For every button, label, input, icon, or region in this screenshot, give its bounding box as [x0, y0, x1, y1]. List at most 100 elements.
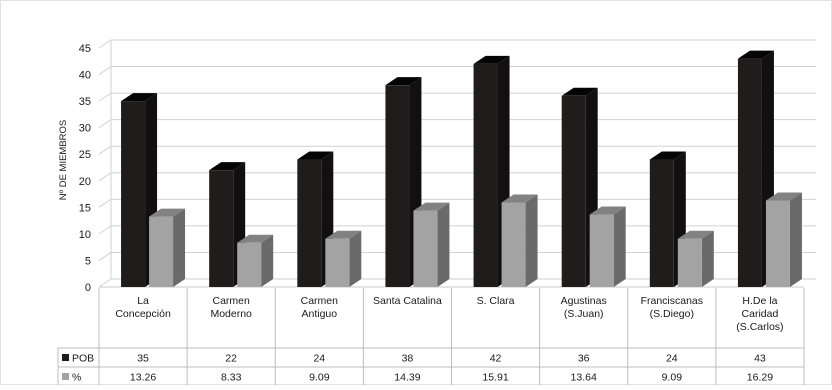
y-axis-label: Nº DE MIEMBROS — [58, 120, 69, 201]
y-tick-label: 30 — [79, 123, 91, 135]
bar — [765, 200, 790, 287]
bar-top — [149, 208, 186, 217]
legend-label: % — [72, 372, 81, 384]
bar — [649, 159, 674, 287]
bar-top — [413, 202, 450, 211]
bar — [121, 101, 146, 287]
bar-side — [613, 206, 626, 287]
category-label: (S.Diego) — [650, 308, 694, 320]
gridline-side — [98, 172, 112, 182]
bar-top — [385, 77, 422, 86]
bar-top — [765, 192, 802, 201]
bar-side — [437, 202, 450, 287]
bar — [737, 58, 762, 287]
category-label: Caridad — [742, 308, 779, 320]
gridline-side — [98, 66, 112, 75]
bar-side — [789, 192, 802, 287]
bar — [501, 202, 526, 287]
y-tick-label: 0 — [85, 282, 91, 294]
bar — [561, 95, 586, 287]
y-tick-label: 5 — [85, 255, 91, 267]
gridline-side — [98, 145, 112, 155]
bar-top — [209, 162, 246, 171]
bar-side — [173, 208, 186, 287]
data-label: 24 — [666, 353, 678, 365]
data-label: 42 — [490, 353, 502, 365]
category-label: Carmen — [301, 295, 339, 307]
data-label: 16.29 — [747, 372, 773, 384]
bar — [385, 85, 410, 287]
category-label: Concepción — [115, 308, 171, 320]
data-label: 9.09 — [662, 372, 683, 384]
bar-top — [649, 151, 686, 160]
gridline-side — [98, 92, 112, 102]
data-label: 9.09 — [309, 372, 330, 384]
gridline-side — [98, 252, 112, 261]
legend-swatch — [62, 373, 69, 380]
data-label: 35 — [137, 353, 149, 365]
bar-top — [501, 194, 538, 203]
category-label: Santa Catalina — [373, 295, 442, 307]
data-label: 15.91 — [482, 372, 508, 384]
category-label: Franciscanas — [641, 295, 703, 307]
bar-top — [297, 151, 334, 160]
bar — [209, 170, 234, 287]
y-tick-label: 40 — [79, 70, 91, 82]
category-label: H.De la — [742, 295, 777, 307]
bar-top — [737, 50, 774, 59]
bar — [297, 159, 322, 287]
bar — [149, 216, 174, 287]
bar-side — [701, 230, 714, 287]
y-tick-label: 45 — [79, 43, 91, 55]
y-tick-label: 25 — [79, 149, 91, 161]
data-label: 38 — [402, 353, 414, 365]
bar — [473, 63, 498, 287]
data-label: 43 — [754, 353, 766, 365]
category-label: Antiguo — [302, 308, 338, 320]
y-axis: 0 5 10 15 20 25 30 35 40 45 — [79, 43, 91, 294]
bar-top — [325, 230, 362, 239]
data-label: 22 — [225, 353, 237, 365]
bar-top — [677, 230, 714, 239]
gridline-side — [98, 119, 112, 129]
category-label: (S.Carlos) — [736, 321, 783, 333]
y-tick-label: 35 — [79, 96, 91, 108]
y-tick-label: 15 — [79, 202, 91, 214]
gridline-side — [98, 198, 112, 208]
gridline-side — [98, 278, 112, 288]
bar-top — [237, 234, 274, 243]
category-label: S. Clara — [477, 295, 515, 307]
bar — [677, 238, 702, 287]
bar — [589, 214, 614, 287]
data-label: 24 — [313, 353, 325, 365]
category-label: Agustinas — [561, 295, 607, 307]
category-label: (S.Juan) — [564, 308, 604, 320]
category-label: La — [137, 295, 149, 307]
bar-top — [589, 206, 626, 215]
legend-swatch — [62, 354, 69, 361]
data-label: 13.26 — [130, 372, 156, 384]
y-tick-label: 10 — [79, 229, 91, 241]
legend-label: POB — [72, 353, 94, 365]
data-label: 36 — [578, 353, 590, 365]
category-label: Moderno — [210, 308, 252, 320]
bar-top — [121, 93, 158, 102]
gridline-side — [98, 225, 112, 235]
bar-side — [349, 230, 362, 287]
y-tick-label: 20 — [79, 176, 91, 188]
bar — [325, 238, 350, 287]
bar-side — [525, 194, 538, 287]
bar-side — [261, 234, 274, 287]
bar-top — [561, 87, 598, 96]
category-label: Carmen — [213, 295, 251, 307]
bar-top — [473, 55, 510, 64]
bar — [237, 242, 262, 287]
bar — [413, 210, 438, 287]
bars — [121, 50, 802, 287]
data-label: 14.39 — [394, 372, 420, 384]
gridline-side — [98, 39, 112, 49]
data-label: 8.33 — [221, 372, 242, 384]
data-label: 13.64 — [571, 372, 597, 384]
